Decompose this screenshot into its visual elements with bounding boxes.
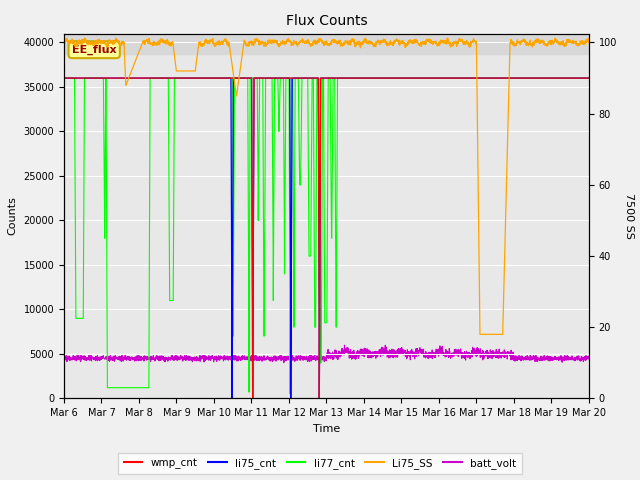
wmp_cnt [575,75,582,81]
wmp_cnt [60,75,68,81]
wmp_cnt [585,75,593,81]
Y-axis label: 7500 SS: 7500 SS [623,193,634,239]
wmp_cnt [249,396,257,401]
li75_cnt [60,75,68,81]
li77_cnt [261,140,269,145]
Y-axis label: Counts: Counts [8,197,18,235]
wmp_cnt [518,75,526,81]
Li75_SS [284,37,292,43]
Line: li77_cnt: li77_cnt [64,78,589,394]
li75_cnt [151,75,159,81]
li75_cnt [518,75,526,81]
Li75_SS [518,38,526,44]
li77_cnt [284,75,292,81]
batt_volt [261,356,269,361]
Line: wmp_cnt: wmp_cnt [64,78,589,398]
batt_volt [60,356,68,362]
Li75_SS [262,39,269,45]
batt_volt [284,356,292,362]
batt_volt [280,360,287,366]
li75_cnt [284,75,292,81]
X-axis label: Time: Time [313,424,340,433]
Li75_SS [575,43,582,48]
batt_volt [151,357,159,362]
wmp_cnt [120,75,128,81]
li75_cnt [262,75,269,81]
Bar [64,34,589,54]
batt_volt [575,353,582,359]
li75_cnt [585,75,593,81]
li77_cnt [120,385,128,391]
Legend: wmp_cnt, li75_cnt, li77_cnt, Li75_SS, batt_volt: wmp_cnt, li75_cnt, li77_cnt, Li75_SS, ba… [118,453,522,474]
Li75_SS [81,35,88,41]
Text: EE_flux: EE_flux [72,45,116,55]
batt_volt [585,355,593,361]
Line: li75_cnt: li75_cnt [64,78,589,398]
wmp_cnt [262,75,269,81]
li75_cnt [575,75,582,81]
Li75_SS [60,41,68,47]
Line: batt_volt: batt_volt [64,345,589,363]
wmp_cnt [284,75,292,81]
Line: Li75_SS: Li75_SS [64,38,589,335]
li75_cnt [228,396,236,401]
li77_cnt [60,75,68,81]
Li75_SS [120,40,128,46]
Li75_SS [585,40,593,46]
li77_cnt [151,75,159,81]
li77_cnt [575,75,582,81]
li77_cnt [518,75,526,81]
li75_cnt [120,75,128,81]
batt_volt [518,355,526,361]
wmp_cnt [151,75,159,81]
li77_cnt [286,391,294,397]
Li75_SS [476,332,484,337]
li77_cnt [585,75,593,81]
Title: Flux Counts: Flux Counts [285,14,367,28]
batt_volt [340,342,348,348]
batt_volt [120,356,128,361]
Li75_SS [151,41,159,47]
